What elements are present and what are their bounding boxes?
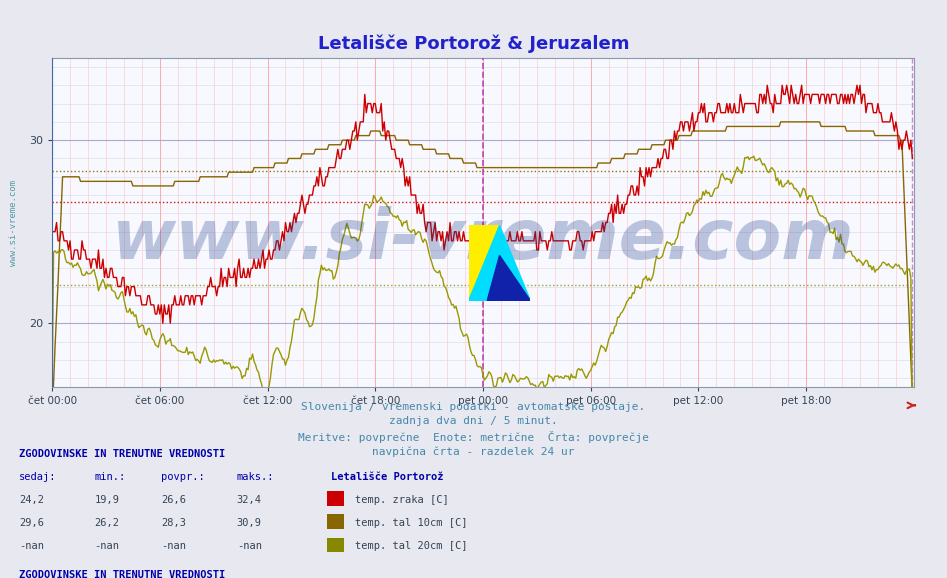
Text: Letališče Portorož & Jeruzalem: Letališče Portorož & Jeruzalem [318, 35, 629, 53]
Text: 24,2: 24,2 [19, 495, 44, 505]
Text: Slovenija / vremenski podatki - avtomatske postaje.
zadnja dva dni / 5 minut.
Me: Slovenija / vremenski podatki - avtomats… [298, 402, 649, 457]
Text: maks.:: maks.: [237, 472, 275, 481]
Text: 32,4: 32,4 [237, 495, 261, 505]
Polygon shape [469, 225, 500, 301]
Text: 29,6: 29,6 [19, 518, 44, 528]
Text: -nan: -nan [95, 541, 119, 551]
Text: temp. tal 20cm [C]: temp. tal 20cm [C] [355, 541, 468, 551]
Text: -nan: -nan [237, 541, 261, 551]
Text: min.:: min.: [95, 472, 126, 481]
Text: 28,3: 28,3 [161, 518, 186, 528]
Text: ZGODOVINSKE IN TRENUTNE VREDNOSTI: ZGODOVINSKE IN TRENUTNE VREDNOSTI [19, 449, 225, 458]
Text: -nan: -nan [19, 541, 44, 551]
Text: 26,6: 26,6 [161, 495, 186, 505]
Polygon shape [488, 255, 530, 301]
Text: 19,9: 19,9 [95, 495, 119, 505]
Text: temp. tal 10cm [C]: temp. tal 10cm [C] [355, 518, 468, 528]
Text: povpr.:: povpr.: [161, 472, 205, 481]
Text: ZGODOVINSKE IN TRENUTNE VREDNOSTI: ZGODOVINSKE IN TRENUTNE VREDNOSTI [19, 570, 225, 578]
Text: 26,2: 26,2 [95, 518, 119, 528]
Text: -nan: -nan [161, 541, 186, 551]
Text: sedaj:: sedaj: [19, 472, 57, 481]
Text: Letališče Portorož: Letališče Portorož [331, 472, 444, 481]
Text: 30,9: 30,9 [237, 518, 261, 528]
Text: www.si-vreme.com: www.si-vreme.com [112, 206, 854, 272]
Text: temp. zraka [C]: temp. zraka [C] [355, 495, 449, 505]
Text: www.si-vreme.com: www.si-vreme.com [9, 180, 18, 265]
Polygon shape [469, 225, 530, 301]
